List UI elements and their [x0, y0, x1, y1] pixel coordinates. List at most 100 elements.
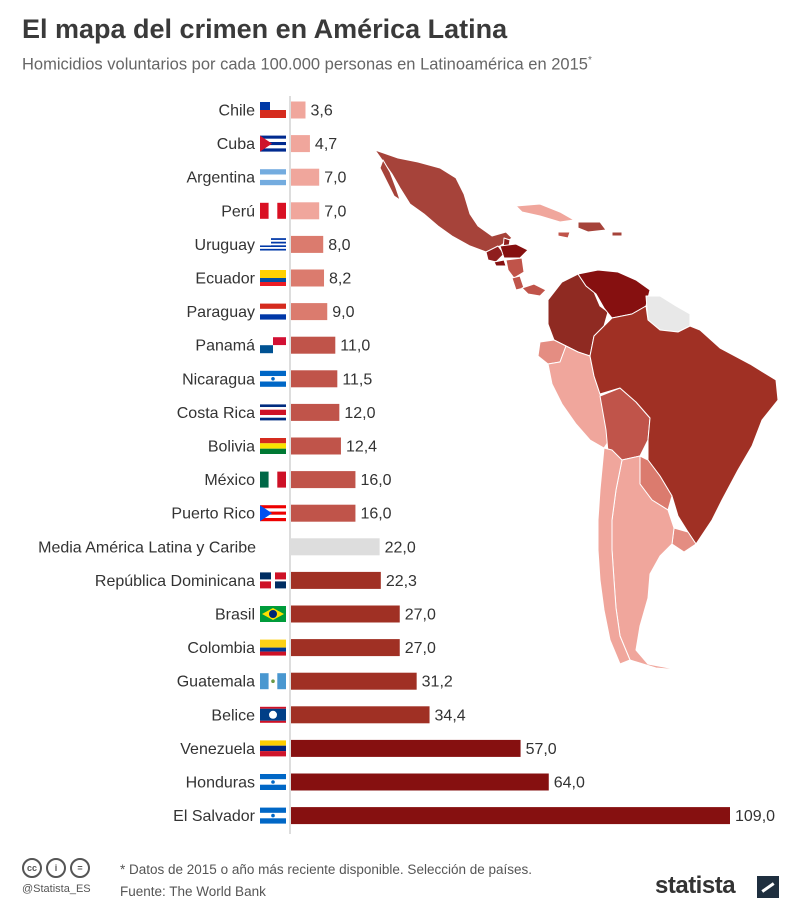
bar-row-costa-rica: Costa Rica 12,0 [177, 403, 376, 422]
category-label: Paraguay [187, 304, 256, 321]
bar [291, 773, 549, 791]
bar-row-guatemala: Guatemala 31,2 [177, 672, 453, 691]
category-label: Colombia [187, 640, 255, 657]
value-label: 16,0 [360, 472, 391, 489]
bar [291, 706, 430, 724]
category-label: Chile [219, 103, 256, 120]
map-panama [521, 283, 547, 297]
panama-flag-icon [260, 337, 286, 354]
chart-title: El mapa del crimen en América Latina [22, 14, 508, 44]
nicaragua-flag-icon [260, 370, 286, 387]
brazil-flag-icon [260, 606, 286, 622]
category-label: Argentina [187, 170, 256, 187]
el-salvador-flag-icon [260, 807, 286, 824]
bar [291, 403, 340, 421]
bar-row-honduras: Honduras 64,0 [186, 773, 585, 792]
value-label: 3,6 [310, 103, 332, 120]
belize-flag-icon [260, 706, 286, 723]
chile-flag-icon [260, 102, 286, 118]
value-label: 12,0 [344, 405, 375, 422]
value-label: 64,0 [554, 775, 585, 792]
cc-icon: cc [22, 858, 42, 878]
value-label: 31,2 [422, 674, 453, 691]
category-label: Bolivia [208, 439, 255, 456]
bar [291, 538, 380, 556]
puerto-rico-flag-icon [260, 505, 286, 522]
bar-row-el-salvador: El Salvador 109,0 [173, 807, 775, 825]
bar [291, 303, 328, 321]
map-cuba [515, 203, 575, 223]
bar-row-puerto-rico: Puerto Rico 16,0 [171, 504, 392, 523]
bar-row-peru: Perú 7,0 [221, 202, 347, 220]
category-label: Honduras [186, 775, 255, 792]
category-label: México [204, 472, 255, 489]
value-label: 27,0 [405, 640, 436, 657]
bar-row-cuba: Cuba 4,7 [217, 135, 337, 153]
map-el-salvador [493, 259, 507, 267]
bar-row-media-america-latina-y-caribe: Media América Latina y Caribe 22,0 [38, 538, 416, 556]
value-label: 11,5 [342, 371, 372, 388]
category-label: Costa Rica [177, 405, 255, 422]
uruguay-flag-icon [260, 236, 286, 253]
bar [291, 370, 338, 388]
bar-row-brasil: Brasil 27,0 [215, 605, 436, 624]
value-label: 7,0 [324, 170, 346, 187]
category-label: Ecuador [195, 271, 255, 288]
guatemala-flag-icon [260, 673, 286, 690]
attribution-icon: i [46, 858, 66, 878]
category-label: Puerto Rico [171, 506, 255, 523]
value-label: 22,3 [386, 573, 417, 590]
map-hispaniola [577, 221, 607, 233]
bar [291, 471, 356, 489]
value-label: 22,0 [385, 539, 416, 556]
category-label: Brasil [215, 607, 255, 624]
value-label: 8,0 [328, 237, 350, 254]
bar-row-nicaragua: Nicaragua 11,5 [182, 370, 372, 388]
category-label: Cuba [217, 136, 255, 153]
bar [291, 504, 356, 522]
paraguay-flag-icon [260, 303, 286, 320]
source-note: Fuente: The World Bank [120, 884, 266, 899]
statista-handle: @Statista_ES [22, 883, 91, 895]
bar [291, 336, 336, 354]
bar [291, 605, 400, 623]
honduras-flag-icon [260, 774, 286, 790]
bar-row-bolivia: Bolivia 12,4 [208, 437, 377, 456]
category-label: Perú [221, 203, 255, 220]
map-chile [597, 447, 631, 665]
cuba-flag-icon [260, 135, 286, 152]
bar [291, 437, 341, 455]
bar [291, 571, 381, 589]
map-nicaragua [505, 257, 525, 279]
costa-rica-flag-icon [260, 404, 286, 421]
statista-logo[interactable]: statista [655, 872, 736, 899]
bar-row-colombia: Colombia 27,0 [187, 639, 436, 657]
value-label: 4,7 [315, 136, 337, 153]
bar-row-panama: Panamá 11,0 [195, 336, 370, 355]
value-label: 7,0 [324, 203, 346, 220]
category-label: Panamá [195, 338, 255, 355]
bar [291, 101, 306, 119]
colombia-flag-icon [260, 639, 286, 656]
bar [291, 639, 400, 657]
map-mexico [374, 149, 513, 253]
map-guatemala [485, 245, 505, 263]
value-label: 57,0 [526, 741, 557, 758]
map-honduras [499, 243, 529, 259]
bar-row-republica-dominicana: República Dominicana 22,3 [95, 571, 417, 590]
category-label: Guatemala [177, 674, 255, 691]
value-label: 12,4 [346, 439, 377, 456]
bar-row-uruguay: Uruguay 8,0 [195, 235, 351, 254]
value-label: 34,4 [435, 707, 466, 724]
bar-row-belice: Belice 34,4 [211, 706, 466, 724]
bar [291, 135, 310, 153]
bar-row-mexico: México 16,0 [204, 471, 392, 489]
subtitle-text: Homicidios voluntarios por cada 100.000 … [22, 55, 588, 74]
bar [291, 269, 325, 287]
value-label: 27,0 [405, 607, 436, 624]
bar [291, 202, 320, 220]
category-label: El Salvador [173, 808, 255, 825]
footnote: * Datos de 2015 o año más reciente dispo… [120, 862, 533, 877]
mexico-flag-icon [260, 471, 286, 488]
